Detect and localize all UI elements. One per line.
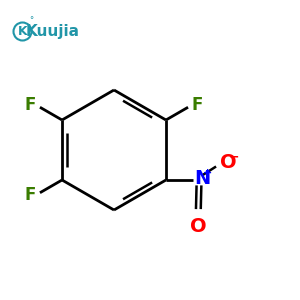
Text: F: F [192, 96, 203, 114]
Text: F: F [25, 96, 36, 114]
Text: +: + [203, 168, 212, 178]
Text: °: ° [29, 16, 33, 26]
Text: O: O [190, 218, 207, 236]
Text: F: F [25, 186, 36, 204]
Text: N: N [194, 169, 210, 188]
Text: K: K [18, 25, 27, 38]
Text: −: − [229, 150, 239, 164]
Text: Kuujia: Kuujia [26, 24, 80, 39]
Text: O: O [220, 153, 236, 172]
